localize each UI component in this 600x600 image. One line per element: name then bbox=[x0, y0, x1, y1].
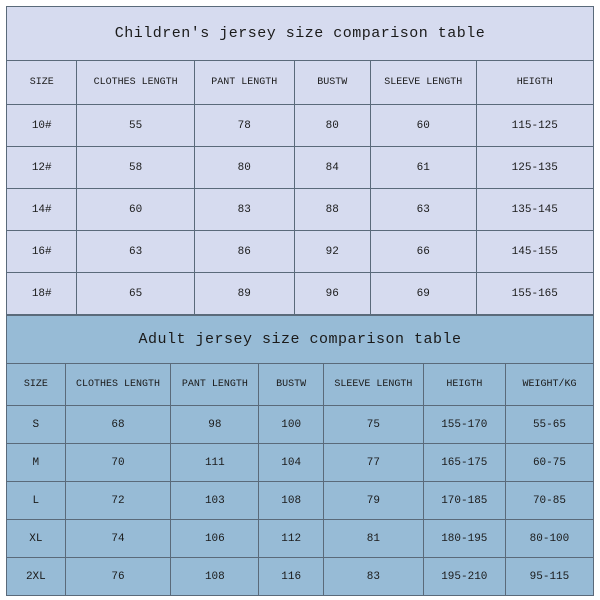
size-chart-container: Children's jersey size comparison table … bbox=[0, 0, 600, 600]
adult-cell-4-4: 83 bbox=[323, 558, 423, 596]
adult-cell-4-6: 95-115 bbox=[505, 558, 593, 596]
children-title-row: Children's jersey size comparison table bbox=[7, 7, 594, 61]
children-row-4: 18#65899669155-165 bbox=[7, 273, 594, 315]
adult-cell-3-5: 180-195 bbox=[423, 520, 505, 558]
adult-cell-4-3: 116 bbox=[259, 558, 324, 596]
adult-cell-0-4: 75 bbox=[323, 406, 423, 444]
children-cell-0-4: 60 bbox=[370, 105, 476, 147]
children-col-2: PANT LENGTH bbox=[194, 61, 294, 105]
children-cell-1-4: 61 bbox=[370, 147, 476, 189]
children-cell-3-5: 145-155 bbox=[476, 231, 593, 273]
children-row-1: 12#58808461125-135 bbox=[7, 147, 594, 189]
adult-cell-1-6: 60-75 bbox=[505, 444, 593, 482]
adult-col-3: BUSTW bbox=[259, 364, 324, 406]
children-cell-1-5: 125-135 bbox=[476, 147, 593, 189]
adult-col-5: HEIGTH bbox=[423, 364, 505, 406]
adult-cell-0-0: S bbox=[7, 406, 66, 444]
children-cell-4-1: 65 bbox=[77, 273, 194, 315]
children-cell-0-0: 10# bbox=[7, 105, 77, 147]
adult-cell-3-3: 112 bbox=[259, 520, 324, 558]
children-cell-0-3: 80 bbox=[294, 105, 370, 147]
adult-col-0: SIZE bbox=[7, 364, 66, 406]
adult-cell-2-3: 108 bbox=[259, 482, 324, 520]
adult-cell-1-1: 70 bbox=[65, 444, 171, 482]
children-cell-3-2: 86 bbox=[194, 231, 294, 273]
children-col-4: SLEEVE LENGTH bbox=[370, 61, 476, 105]
adult-cell-2-0: L bbox=[7, 482, 66, 520]
children-cell-2-4: 63 bbox=[370, 189, 476, 231]
children-cell-4-2: 89 bbox=[194, 273, 294, 315]
children-cell-2-3: 88 bbox=[294, 189, 370, 231]
adult-cell-0-3: 100 bbox=[259, 406, 324, 444]
adult-cell-4-5: 195-210 bbox=[423, 558, 505, 596]
children-col-0: SIZE bbox=[7, 61, 77, 105]
adult-cell-2-1: 72 bbox=[65, 482, 171, 520]
children-cell-2-2: 83 bbox=[194, 189, 294, 231]
adult-cell-3-6: 80-100 bbox=[505, 520, 593, 558]
children-cell-3-1: 63 bbox=[77, 231, 194, 273]
adult-cell-4-2: 108 bbox=[171, 558, 259, 596]
children-title: Children's jersey size comparison table bbox=[7, 7, 594, 61]
adult-cell-3-2: 106 bbox=[171, 520, 259, 558]
adult-cell-0-5: 155-170 bbox=[423, 406, 505, 444]
adult-cell-4-0: 2XL bbox=[7, 558, 66, 596]
adult-cell-3-1: 74 bbox=[65, 520, 171, 558]
adult-cell-2-2: 103 bbox=[171, 482, 259, 520]
adult-col-4: SLEEVE LENGTH bbox=[323, 364, 423, 406]
children-cell-1-2: 80 bbox=[194, 147, 294, 189]
adult-row-2: L7210310879170-18570-85 bbox=[7, 482, 594, 520]
children-cell-0-1: 55 bbox=[77, 105, 194, 147]
children-cell-2-1: 60 bbox=[77, 189, 194, 231]
children-row-0: 10#55788060115-125 bbox=[7, 105, 594, 147]
adult-col-6: WEIGHT/KG bbox=[505, 364, 593, 406]
adult-cell-1-0: M bbox=[7, 444, 66, 482]
adult-col-1: CLOTHES LENGTH bbox=[65, 364, 171, 406]
children-cell-0-5: 115-125 bbox=[476, 105, 593, 147]
adult-cell-3-0: XL bbox=[7, 520, 66, 558]
adult-title-row: Adult jersey size comparison table bbox=[7, 316, 594, 364]
children-header-row: SIZECLOTHES LENGTHPANT LENGTHBUSTWSLEEVE… bbox=[7, 61, 594, 105]
adult-cell-0-2: 98 bbox=[171, 406, 259, 444]
adult-cell-1-3: 104 bbox=[259, 444, 324, 482]
adult-cell-2-5: 170-185 bbox=[423, 482, 505, 520]
children-cell-4-0: 18# bbox=[7, 273, 77, 315]
adult-title: Adult jersey size comparison table bbox=[7, 316, 594, 364]
children-cell-0-2: 78 bbox=[194, 105, 294, 147]
adult-header-row: SIZECLOTHES LENGTHPANT LENGTHBUSTWSLEEVE… bbox=[7, 364, 594, 406]
adult-row-4: 2XL7610811683195-21095-115 bbox=[7, 558, 594, 596]
children-size-table: Children's jersey size comparison table … bbox=[6, 6, 594, 315]
children-row-3: 16#63869266145-155 bbox=[7, 231, 594, 273]
children-cell-4-3: 96 bbox=[294, 273, 370, 315]
adult-cell-0-6: 55-65 bbox=[505, 406, 593, 444]
children-cell-3-3: 92 bbox=[294, 231, 370, 273]
children-cell-3-0: 16# bbox=[7, 231, 77, 273]
children-cell-1-3: 84 bbox=[294, 147, 370, 189]
adult-cell-1-5: 165-175 bbox=[423, 444, 505, 482]
adult-cell-1-4: 77 bbox=[323, 444, 423, 482]
adult-size-table: Adult jersey size comparison table SIZEC… bbox=[6, 315, 594, 596]
adult-cell-2-6: 70-85 bbox=[505, 482, 593, 520]
adult-col-2: PANT LENGTH bbox=[171, 364, 259, 406]
adult-cell-3-4: 81 bbox=[323, 520, 423, 558]
children-col-3: BUSTW bbox=[294, 61, 370, 105]
adult-cell-1-2: 111 bbox=[171, 444, 259, 482]
children-cell-3-4: 66 bbox=[370, 231, 476, 273]
children-col-1: CLOTHES LENGTH bbox=[77, 61, 194, 105]
children-cell-4-4: 69 bbox=[370, 273, 476, 315]
adult-row-3: XL7410611281180-19580-100 bbox=[7, 520, 594, 558]
children-cell-2-0: 14# bbox=[7, 189, 77, 231]
adult-cell-2-4: 79 bbox=[323, 482, 423, 520]
children-cell-2-5: 135-145 bbox=[476, 189, 593, 231]
children-row-2: 14#60838863135-145 bbox=[7, 189, 594, 231]
adult-row-0: S689810075155-17055-65 bbox=[7, 406, 594, 444]
children-cell-1-1: 58 bbox=[77, 147, 194, 189]
adult-cell-0-1: 68 bbox=[65, 406, 171, 444]
children-cell-4-5: 155-165 bbox=[476, 273, 593, 315]
children-col-5: HEIGTH bbox=[476, 61, 593, 105]
adult-row-1: M7011110477165-17560-75 bbox=[7, 444, 594, 482]
children-cell-1-0: 12# bbox=[7, 147, 77, 189]
adult-cell-4-1: 76 bbox=[65, 558, 171, 596]
